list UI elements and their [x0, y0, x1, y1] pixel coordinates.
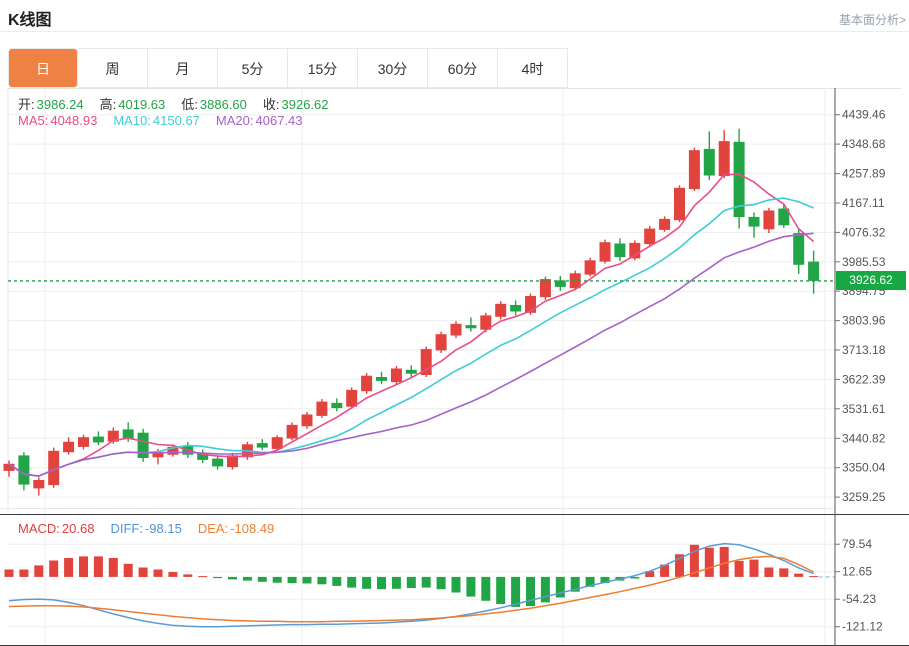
svg-text:12.65: 12.65	[842, 565, 872, 579]
ma20-line	[8, 232, 814, 477]
tab-bar: 日周月 5分 15分 30分 60分 4时	[8, 48, 901, 89]
tab-60min[interactable]: 60分	[428, 48, 498, 88]
svg-text:3713.18: 3713.18	[842, 343, 886, 357]
svg-text:79.54: 79.54	[842, 537, 872, 551]
svg-text:-54.23: -54.23	[842, 592, 876, 606]
svg-text:3350.04: 3350.04	[842, 461, 886, 475]
svg-text:3622.39: 3622.39	[842, 372, 886, 386]
fundamental-analysis-link[interactable]: 基本面分析>	[838, 13, 906, 27]
close-value: 收: 3926.62	[262, 97, 329, 112]
tab-30min[interactable]: 30分	[358, 48, 428, 88]
tab-daily[interactable]: 日	[8, 48, 78, 88]
dea-line	[8, 555, 814, 623]
ma10-ma: MA10: 4150.67	[113, 113, 200, 128]
svg-text:3259.25: 3259.25	[842, 490, 886, 504]
current-price-badge: 3926.62	[836, 271, 906, 290]
page-title: K线图	[8, 12, 52, 29]
diff-indicator: DIFF: -98.15	[110, 521, 182, 536]
high-value: 高: 4019.63	[99, 97, 166, 112]
svg-text:4439.46: 4439.46	[842, 108, 886, 122]
dea-indicator: DEA: -108.49	[197, 521, 275, 536]
macd-bars-group	[4, 544, 819, 607]
tab-5min[interactable]: 5分	[218, 48, 288, 88]
svg-text:3440.82: 3440.82	[842, 431, 886, 445]
low-value: 低: 3886.60	[181, 97, 247, 112]
ohlc-info-row: 开: 3986.24 高: 4019.63 低: 3886.60 收: 3926.62	[18, 94, 345, 113]
tab-15min[interactable]: 15分	[288, 48, 358, 88]
tab-4hour[interactable]: 4时	[498, 48, 568, 88]
ma5-ma: MA5: 4048.93	[18, 113, 98, 128]
tab-weekly[interactable]: 周	[78, 48, 148, 88]
ma5-line	[8, 173, 815, 477]
svg-text:3985.53: 3985.53	[842, 255, 886, 269]
svg-text:4257.89: 4257.89	[842, 167, 886, 181]
ma20-ma: MA20: 4067.43	[215, 113, 303, 128]
svg-text:3803.96: 3803.96	[842, 314, 886, 328]
svg-text:4167.11: 4167.11	[842, 196, 885, 210]
tab-monthly[interactable]: 月	[148, 48, 218, 88]
macd-indicator: MACD: 20.68	[18, 521, 95, 536]
ma-legend-row: MA5: 4048.93 MA10: 4150.67 MA20: 4067.43	[18, 113, 319, 128]
main-candlestick-chart[interactable]: 4439.46 4348.68 4257.89 4167.11 4076.32 3985.…	[0, 88, 909, 514]
svg-text:4348.68: 4348.68	[842, 137, 886, 151]
svg-text:-121.12: -121.12	[842, 620, 883, 634]
diff-line	[8, 542, 814, 628]
svg-text:3531.61: 3531.61	[842, 402, 886, 416]
header-divider	[0, 31, 909, 32]
candles-group	[3, 128, 820, 496]
open-value: 开: 3986.24	[18, 97, 84, 112]
svg-text:4076.32: 4076.32	[842, 225, 886, 239]
macd-legend-row: MACD: 20.68 DIFF: -98.15 DEA: -108.49	[18, 521, 290, 536]
